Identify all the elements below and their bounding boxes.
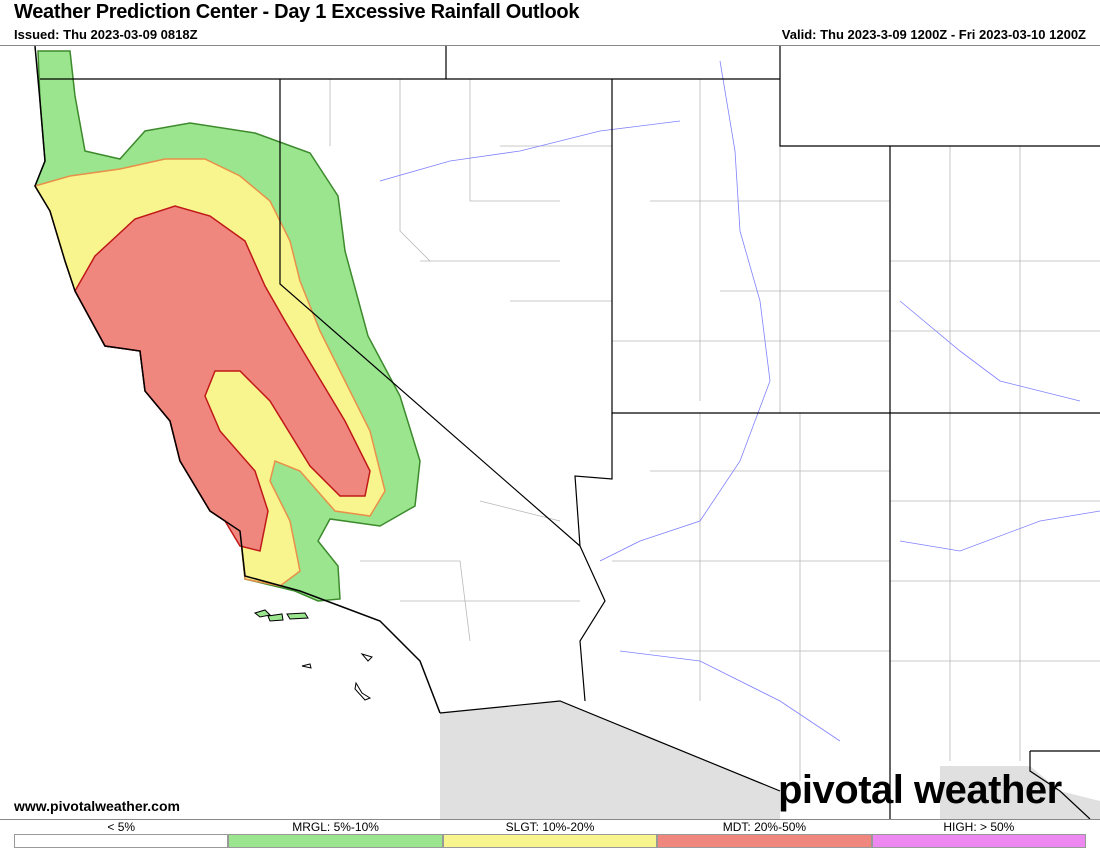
website-label: www.pivotalweather.com — [14, 798, 180, 814]
legend-item-slgt: SLGT: 10%-20% — [442, 820, 658, 848]
issued-time: Issued: Thu 2023-03-09 0818Z — [14, 27, 198, 42]
county-lines — [329, 79, 1100, 781]
legend: < 5% MRGL: 5%-10% SLGT: 10%-20% MDT: 20%… — [14, 820, 1087, 848]
pivotal-weather-logo: pivotal weather — [778, 768, 1062, 812]
legend-swatch — [14, 834, 229, 848]
legend-item-none: < 5% — [14, 820, 229, 848]
legend-item-mdt: MDT: 20%-50% — [657, 820, 872, 848]
channel-islands — [253, 609, 309, 622]
legend-item-high: HIGH: > 50% — [871, 820, 1087, 848]
legend-swatch — [228, 834, 443, 848]
page-title: Weather Prediction Center - Day 1 Excess… — [14, 1, 580, 23]
legend-swatch — [442, 834, 658, 848]
rainfall-outlook-map — [0, 45, 1100, 820]
mexico-region — [440, 701, 780, 819]
legend-swatch — [657, 834, 872, 848]
legend-swatch — [871, 834, 1087, 848]
legend-item-mrgl: MRGL: 5%-10% — [228, 820, 443, 848]
coastline — [34, 45, 441, 714]
valid-time: Valid: Thu 2023-3-09 1200Z - Fri 2023-03… — [781, 27, 1086, 42]
state-lines — [40, 46, 1100, 820]
mexico-region-east — [940, 766, 1100, 819]
